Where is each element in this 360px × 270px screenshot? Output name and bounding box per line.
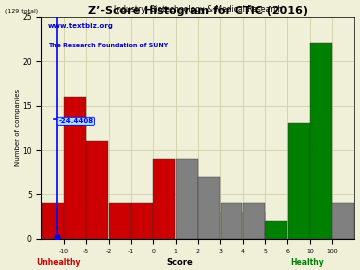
Bar [288,123,310,239]
Bar [42,203,64,239]
Bar [221,203,242,239]
Text: www.textbiz.org: www.textbiz.org [48,23,114,29]
Bar [64,97,86,239]
Bar [265,221,287,239]
Bar [243,212,265,239]
Text: Score: Score [167,258,193,267]
Bar [243,203,265,239]
Bar [221,212,242,239]
Text: The Research Foundation of SUNY: The Research Foundation of SUNY [48,43,168,48]
Bar [131,203,153,239]
Title: Z’-Score Histogram for CTIC (2016): Z’-Score Histogram for CTIC (2016) [88,6,308,16]
Text: Unhealthy: Unhealthy [36,258,81,267]
Text: -24.4408: -24.4408 [58,118,93,124]
Text: (129 total): (129 total) [5,9,39,14]
Text: Healthy: Healthy [290,258,324,267]
Bar [332,203,354,239]
Y-axis label: Number of companies: Number of companies [15,89,21,166]
Bar [153,159,175,239]
Bar [310,43,332,239]
Bar [176,159,198,239]
Bar [109,203,131,239]
Bar [86,141,108,239]
Bar [198,177,220,239]
Text: Industry: Biotechnology & Medical Research: Industry: Biotechnology & Medical Resear… [114,5,282,14]
